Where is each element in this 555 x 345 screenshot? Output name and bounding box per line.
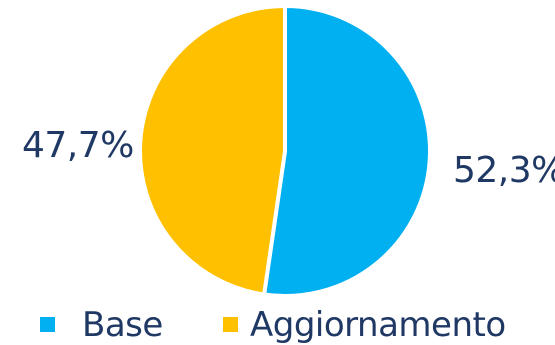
data-label-aggiornamento: 47,7% xyxy=(22,125,134,166)
data-labels: 52,3% 47,7% xyxy=(22,125,555,191)
pie-slice-base xyxy=(262,4,432,298)
legend-swatch-aggiornamento xyxy=(223,317,238,332)
legend-item-aggiornamento: Aggiornamento xyxy=(223,305,506,345)
legend-label-base: Base xyxy=(82,305,163,345)
legend-swatch-base xyxy=(40,317,55,332)
legend-item-base: Base xyxy=(40,305,163,345)
legend: Base Aggiornamento xyxy=(40,305,506,345)
pie-slices xyxy=(137,4,432,298)
pie-slice-aggiornamento xyxy=(137,4,287,297)
legend-label-aggiornamento: Aggiornamento xyxy=(250,305,506,345)
data-label-base: 52,3% xyxy=(453,150,555,191)
